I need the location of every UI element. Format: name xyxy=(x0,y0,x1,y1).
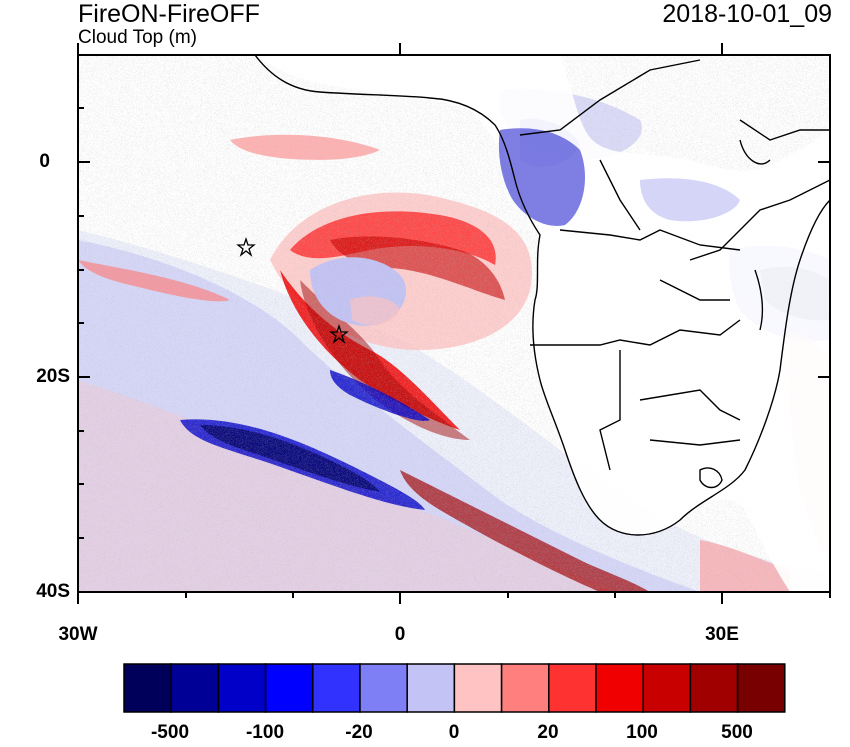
colorbar-label: -20 xyxy=(345,722,373,743)
colorbar-label: 100 xyxy=(626,722,658,743)
colorbar-swatch xyxy=(217,663,267,713)
colorbar-swatch xyxy=(312,663,361,713)
x-tick-label-0: 0 xyxy=(394,624,406,645)
timestamp-label: 2018-10-01_09 xyxy=(662,0,832,28)
map-field xyxy=(78,55,830,592)
colorbar-swatch xyxy=(736,663,786,713)
colorbar-swatch xyxy=(689,663,739,713)
colorbar-swatch xyxy=(359,663,408,713)
y-tick-label-20s: 20S xyxy=(36,366,70,387)
star-marker-2 xyxy=(329,323,349,344)
colorbar-label: 0 xyxy=(448,722,460,743)
plot-subtitle: Cloud Top (m) xyxy=(78,27,197,48)
coastlines xyxy=(254,55,830,536)
colorbar-label: -100 xyxy=(245,722,285,743)
colorbar-swatch xyxy=(406,663,456,713)
colorbar-swatch xyxy=(642,663,692,713)
colorbar-swatch xyxy=(170,663,220,713)
y-tick-label-0: 0 xyxy=(39,151,50,172)
colorbar-swatch xyxy=(500,663,550,713)
colorbar-label: -500 xyxy=(150,722,190,743)
star-marker-1 xyxy=(236,236,256,257)
x-tick-label-30w: 30W xyxy=(58,624,98,645)
colorbar-label: 500 xyxy=(721,722,753,743)
colorbar-label: 20 xyxy=(537,722,559,743)
colorbar-swatch xyxy=(264,663,314,713)
colorbar-swatch xyxy=(595,663,644,713)
x-tick-label-30e: 30E xyxy=(705,624,739,645)
colorbar xyxy=(123,663,786,713)
plot-title: FireON-FireOFF xyxy=(78,0,260,28)
colorbar-swatch xyxy=(548,663,597,713)
y-tick-label-40s: 40S xyxy=(36,581,70,602)
colorbar-swatch xyxy=(453,663,503,713)
axis-ticks xyxy=(77,43,831,604)
colorbar-swatch xyxy=(123,663,172,713)
